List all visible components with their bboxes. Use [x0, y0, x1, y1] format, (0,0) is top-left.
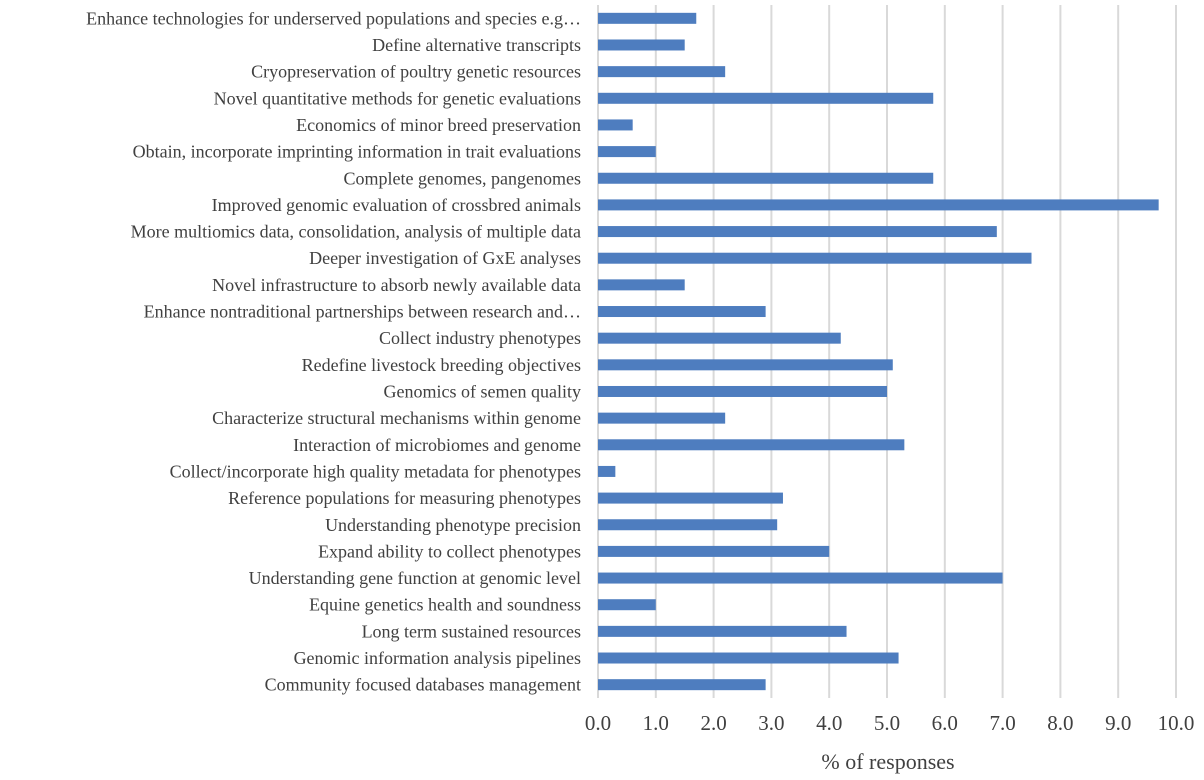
x-tick-label: 2.0 — [700, 711, 726, 735]
x-tick-label: 10.0 — [1158, 711, 1195, 735]
bar — [598, 439, 905, 451]
category-label: Interaction of microbiomes and genome — [293, 435, 581, 455]
category-label: Novel infrastructure to absorb newly ava… — [212, 275, 581, 295]
bar — [598, 599, 656, 611]
bar — [598, 519, 778, 531]
bar — [598, 625, 847, 637]
category-label: Community focused databases management — [265, 675, 581, 695]
category-label: Deeper investigation of GxE analyses — [309, 248, 581, 268]
category-label: Genomics of semen quality — [384, 381, 581, 401]
bar — [598, 492, 783, 504]
bar — [598, 385, 887, 397]
category-label: Reference populations for measuring phen… — [228, 488, 581, 508]
x-tick-label: 0.0 — [585, 711, 611, 735]
x-tick-label: 7.0 — [989, 711, 1015, 735]
bar — [598, 39, 685, 51]
bar — [598, 332, 841, 344]
bar — [598, 66, 726, 78]
x-tick-labels: 0.0 1.0 2.0 3.0 4.0 5.0 6.0 7.0 8.0 9.0 10.0 — [585, 711, 1195, 735]
category-label: Redefine livestock breeding objectives — [302, 355, 581, 375]
x-tick-label: 8.0 — [1047, 711, 1073, 735]
category-label: Define alternative transcripts — [372, 35, 581, 55]
bar — [598, 679, 766, 691]
category-label: Enhance technologies for underserved pop… — [86, 8, 581, 28]
bar — [598, 172, 934, 184]
bar — [598, 92, 934, 104]
bar — [598, 199, 1159, 211]
bar — [598, 252, 1032, 264]
x-axis-title: % of responses — [821, 749, 954, 774]
category-label: Equine genetics health and soundness — [309, 595, 581, 615]
x-tick-label: 4.0 — [816, 711, 842, 735]
bar — [598, 652, 899, 664]
bar — [598, 572, 1003, 584]
x-tick-label: 9.0 — [1105, 711, 1131, 735]
category-label: Obtain, incorporate imprinting informati… — [133, 142, 581, 162]
bar — [598, 465, 616, 477]
category-label: Improved genomic evaluation of crossbred… — [212, 195, 581, 215]
bars — [598, 12, 1159, 691]
gridlines — [597, 5, 1177, 698]
bar — [598, 146, 656, 158]
category-label: Economics of minor breed preservation — [296, 115, 581, 135]
category-label: Understanding gene function at genomic l… — [249, 568, 581, 588]
bar — [598, 226, 997, 238]
bar — [598, 12, 697, 24]
category-labels: Enhance technologies for underserved pop… — [86, 8, 581, 694]
x-tick-label: 5.0 — [874, 711, 900, 735]
category-label: Understanding phenotype precision — [325, 515, 581, 535]
category-label: Collect industry phenotypes — [379, 328, 581, 348]
category-label: Novel quantitative methods for genetic e… — [214, 88, 581, 108]
category-label: More multiomics data, consolidation, ana… — [131, 222, 581, 242]
category-label: Genomic information analysis pipelines — [294, 648, 581, 668]
category-label: Characterize structural mechanisms withi… — [212, 408, 581, 428]
category-label: Expand ability to collect phenotypes — [318, 541, 581, 561]
bar — [598, 412, 726, 424]
x-tick-label: 3.0 — [758, 711, 784, 735]
category-label: Long term sustained resources — [362, 621, 581, 641]
category-label: Enhance nontraditional partnerships betw… — [144, 302, 581, 322]
bar — [598, 279, 685, 291]
bar — [598, 306, 766, 318]
x-tick-label: 6.0 — [932, 711, 958, 735]
bar — [598, 359, 893, 371]
bar — [598, 119, 633, 131]
bar — [598, 545, 830, 557]
category-label: Cryopreservation of poultry genetic reso… — [251, 62, 581, 82]
x-tick-label: 1.0 — [643, 711, 669, 735]
category-label: Collect/incorporate high quality metadat… — [170, 461, 581, 481]
category-label: Complete genomes, pangenomes — [344, 168, 581, 188]
